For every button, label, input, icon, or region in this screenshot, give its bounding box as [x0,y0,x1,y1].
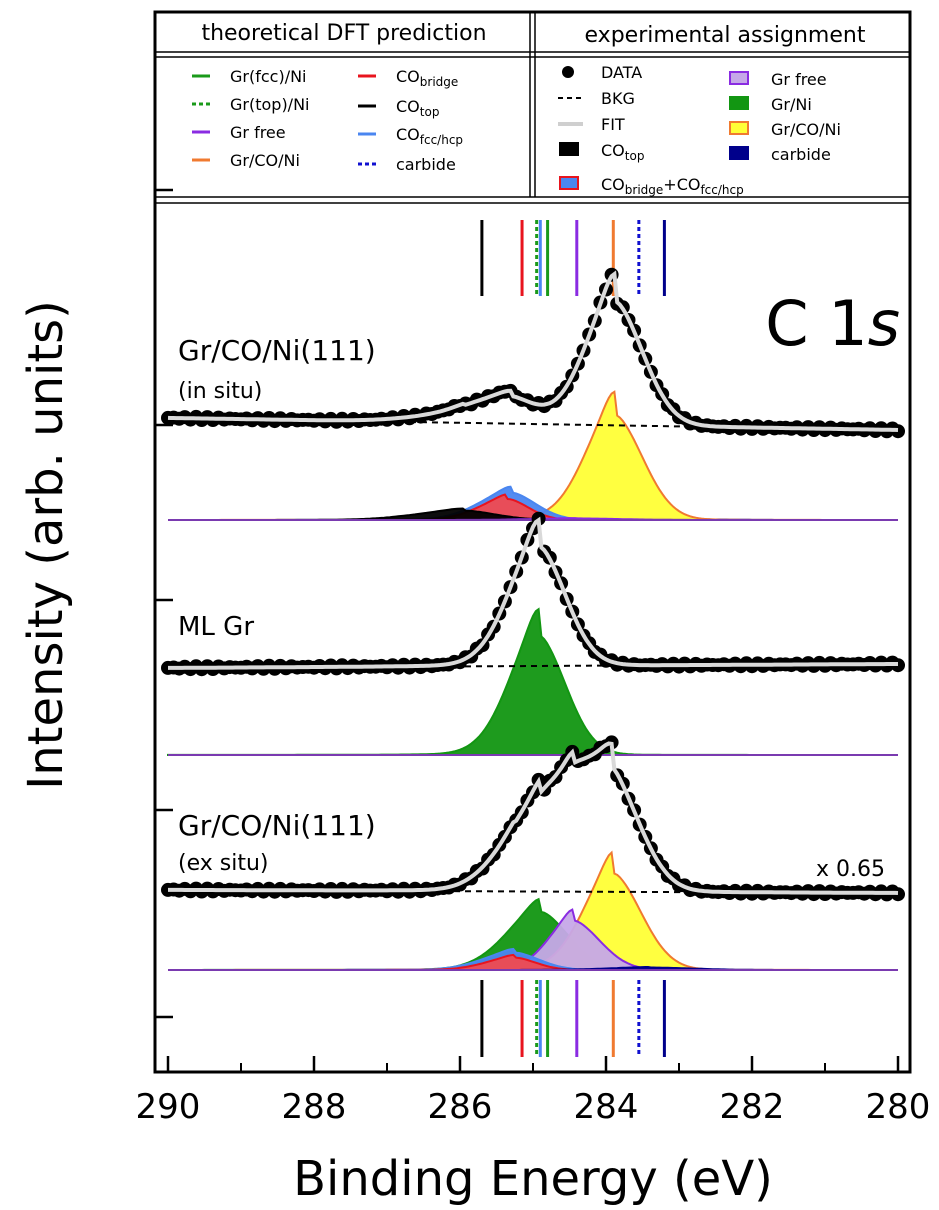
legend: Gr(fcc)/Ni Gr(top)/Ni Gr free Gr/CO/Ni CObri… [192,63,841,197]
x-tick-label: 284 [574,1087,639,1127]
legend-left-header: theoretical DFT prediction [201,21,486,46]
x-tick-label: 286 [428,1087,493,1127]
legend-exp-label: Gr/Ni [771,95,812,114]
legend-exp-label: BKG [601,89,635,108]
legend-swatch [729,71,749,85]
axes: 290 288 286 284 282 280 [136,188,931,1127]
element-label: C 1s [765,287,900,360]
legend-swatch [729,121,749,135]
legend-exp-label: FIT [601,115,625,134]
panel-3 [161,735,905,971]
spectra-panels [161,267,905,971]
legend-dft-label: Gr(top)/Ni [230,95,309,114]
x-tick-label: 290 [136,1087,201,1127]
x-tick-label: 282 [720,1087,785,1127]
panel-1-label: Gr/CO/Ni(111) [178,334,376,367]
y-axis-label: Intensity (arb. units) [18,300,74,790]
legend-swatch [559,176,579,190]
legend-exp-label: COtop [601,141,644,163]
data-point [891,424,905,439]
legend-exp-label: Gr/CO/Ni [771,120,841,139]
legend-dft-label: Gr/CO/Ni [230,151,300,170]
legend-dft-label: CObridge [396,67,458,89]
scale-note: x 0.65 [816,857,885,882]
dft-markers-bottom [480,980,666,1057]
fit-curve [167,270,899,432]
panel-2-label: ML Gr [178,612,254,642]
element-label-main: C 1 [765,287,867,360]
panel-1-sublabel: (in situ) [178,379,262,404]
legend-dft-label: COtop [396,97,439,119]
panel-3-label: Gr/CO/Ni(111) [178,809,376,842]
legend-exp-label: carbide [771,145,831,164]
dft-markers-top [480,220,666,296]
panel-3-sublabel: (ex situ) [178,851,268,876]
legend-dft-label: Gr(fcc)/Ni [230,67,307,86]
legend-dft-label: COfcc/hcp [396,125,463,147]
legend-exp-label: DATA [601,63,642,82]
legend-swatch [729,96,749,110]
legend-swatch [729,146,749,160]
component-peak [167,607,898,756]
legend-data-dot [562,66,574,78]
data-point [891,887,905,902]
element-label-italic: s [868,287,900,360]
x-tick-label: 280 [866,1087,931,1127]
legend-dft-label: Gr free [230,123,286,142]
panel-2 [161,511,905,756]
legend-exp-label: CObridge+COfcc/hcp [601,175,744,197]
legend-exp-label: Gr free [771,70,827,89]
fit-curve [168,516,898,670]
fit-curve [168,741,899,895]
legend-right-header: experimental assignment [585,23,866,48]
legend-dft-label: carbide [396,155,456,174]
legend-swatch [559,142,579,156]
x-tick-label: 288 [282,1087,347,1127]
x-axis-label: Binding Energy (eV) [293,1151,773,1207]
